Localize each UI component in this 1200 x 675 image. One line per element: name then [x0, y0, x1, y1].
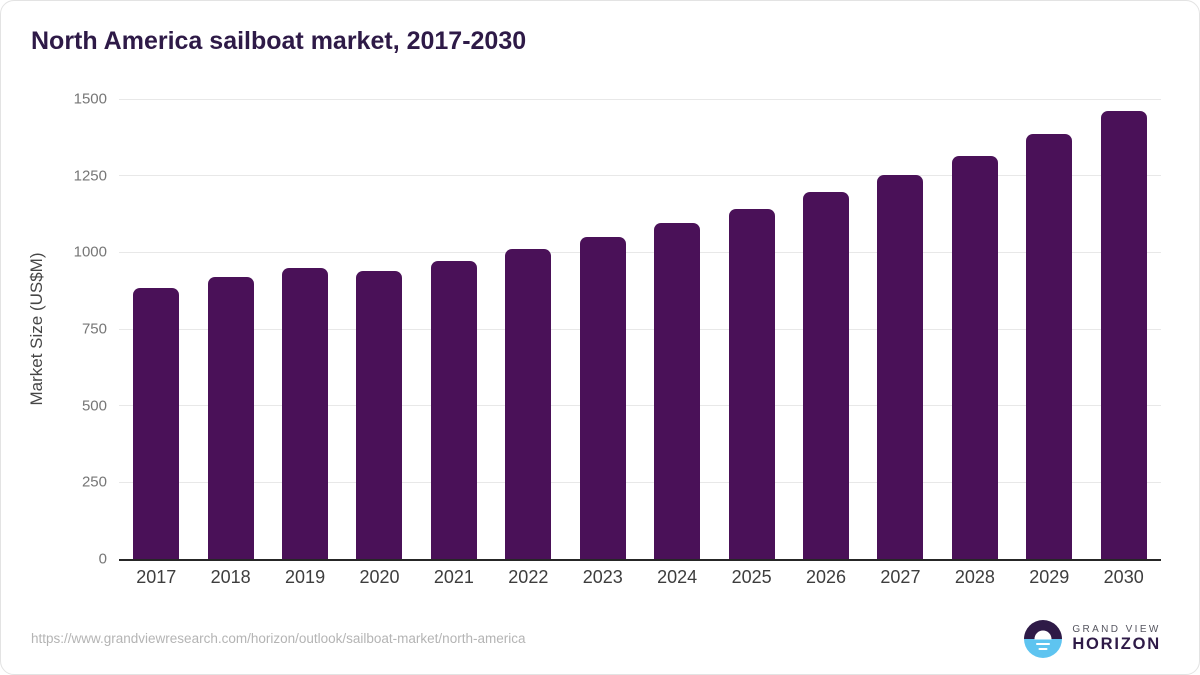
- bar-2018: [207, 277, 254, 559]
- bar-slot-2028: [938, 99, 1012, 559]
- logo-grand-view: GRAND VIEW: [1072, 623, 1161, 635]
- wave-icon: [1036, 642, 1051, 646]
- bar-slot-2019: [268, 99, 342, 559]
- bar-slot-2018: [193, 99, 267, 559]
- x-tick-2025: 2025: [731, 567, 772, 587]
- y-tick-0: 0: [98, 550, 107, 568]
- gridline-750: [119, 328, 1161, 330]
- wave-icon: [1038, 647, 1048, 651]
- bar-slot-2026: [789, 99, 863, 559]
- y-tick-1250: 1250: [73, 167, 107, 185]
- x-tick-2024: 2024: [657, 567, 698, 587]
- bar-2030: [1100, 111, 1147, 559]
- bar-slot-2021: [417, 99, 491, 559]
- source-url: https://www.grandviewresearch.com/horizo…: [31, 631, 526, 646]
- bar-slot-2020: [342, 99, 416, 559]
- bar-2029: [1026, 133, 1073, 559]
- gridline-1250: [119, 175, 1161, 177]
- x-axis-tick-labels: 2017 2018 2019 2020 2021 2022 2023 2024 2025 2026…: [119, 567, 1161, 588]
- x-tick-2028: 2028: [954, 567, 995, 587]
- bar-slot-2024: [640, 99, 714, 559]
- x-tick-2027: 2027: [880, 567, 921, 587]
- plot-area: [119, 98, 1161, 561]
- bar-2020: [356, 271, 403, 559]
- bar-2025: [728, 209, 775, 559]
- bar-series: [119, 99, 1161, 559]
- x-tick-2020: 2020: [359, 567, 400, 587]
- x-tick-2018: 2018: [210, 567, 251, 587]
- bar-slot-2022: [491, 99, 565, 559]
- x-tick-2022: 2022: [508, 567, 549, 587]
- y-tick-1500: 1500: [73, 90, 107, 108]
- chart-title: North America sailboat market, 2017-2030: [31, 27, 527, 55]
- bar-slot-2023: [566, 99, 640, 559]
- x-tick-2030: 2030: [1103, 567, 1144, 587]
- sun-icon: [1034, 630, 1052, 639]
- gridline-1500: [119, 98, 1161, 100]
- brand-logo: GRAND VIEW HORIZON: [1024, 620, 1161, 658]
- bar-2028: [951, 155, 998, 559]
- x-tick-2023: 2023: [582, 567, 623, 587]
- bar-2026: [803, 191, 849, 559]
- y-tick-500: 500: [81, 397, 107, 415]
- x-tick-2026: 2026: [805, 567, 847, 587]
- gridline-250: [119, 481, 1161, 483]
- bar-2024: [654, 223, 701, 559]
- logo-text: GRAND VIEW HORIZON: [1072, 624, 1161, 654]
- y-tick-1000: 1000: [73, 243, 107, 261]
- bar-slot-2030: [1086, 99, 1160, 559]
- y-axis-tick-labels: 0 250 500 750 1000 1250 1500: [41, 91, 107, 568]
- bar-slot-2017: [119, 99, 193, 559]
- bar-slot-2027: [863, 99, 937, 559]
- bar-2019: [282, 267, 329, 559]
- bar-2027: [877, 175, 924, 559]
- bar-2022: [505, 249, 552, 559]
- x-tick-2017: 2017: [136, 567, 177, 587]
- gridline-500: [119, 405, 1161, 407]
- horizon-sunset-icon: [1024, 620, 1063, 658]
- bar-slot-2029: [1012, 99, 1086, 559]
- y-tick-750: 750: [81, 320, 107, 338]
- y-tick-250: 250: [81, 473, 107, 491]
- gridline-1000: [119, 251, 1161, 253]
- bar-2023: [579, 237, 626, 559]
- logo-horizon: HORIZON: [1072, 635, 1161, 654]
- x-tick-2021: 2021: [433, 567, 474, 587]
- bar-2017: [133, 287, 180, 559]
- x-tick-2029: 2029: [1029, 567, 1070, 587]
- bar-2021: [430, 261, 477, 559]
- x-tick-2019: 2019: [285, 567, 326, 587]
- bar-slot-2025: [714, 99, 788, 559]
